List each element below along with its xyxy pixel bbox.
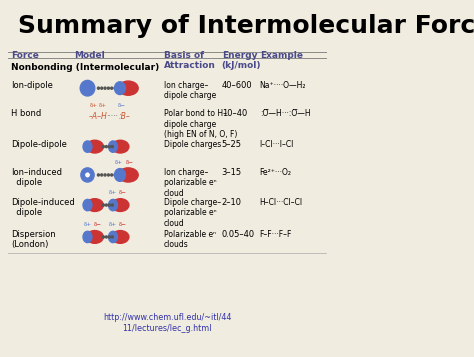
Ellipse shape (115, 82, 126, 95)
Ellipse shape (86, 231, 103, 243)
Text: http://www.chem.ufl.edu/~itl/44
11/lectures/lec_g.html: http://www.chem.ufl.edu/~itl/44 11/lectu… (103, 313, 231, 332)
Text: 10–40: 10–40 (222, 110, 247, 119)
Text: H bond: H bond (11, 110, 42, 119)
Ellipse shape (112, 140, 129, 153)
Text: Nonbonding (Intermolecular): Nonbonding (Intermolecular) (11, 64, 160, 72)
Text: Force: Force (11, 51, 39, 60)
Circle shape (81, 168, 94, 182)
Text: Ion charge–
dipole charge: Ion charge– dipole charge (164, 81, 216, 100)
Ellipse shape (83, 141, 92, 152)
Text: Ion-dipole: Ion-dipole (11, 81, 53, 90)
Circle shape (109, 204, 110, 206)
Text: δ−: δ− (118, 190, 126, 195)
Text: Dispersion
(London): Dispersion (London) (11, 230, 56, 249)
Text: Energy
(kJ/mol): Energy (kJ/mol) (222, 51, 261, 70)
Circle shape (114, 87, 116, 89)
Text: Basis of
Attraction: Basis of Attraction (164, 51, 216, 70)
Circle shape (111, 146, 113, 148)
Text: Dipole charges: Dipole charges (164, 140, 221, 149)
Ellipse shape (118, 81, 138, 95)
Circle shape (98, 174, 100, 176)
Text: δ+: δ+ (83, 222, 91, 227)
Text: δ+: δ+ (98, 103, 107, 108)
Circle shape (86, 173, 89, 177)
Ellipse shape (112, 199, 129, 211)
Text: Polar bond to H–
dipole charge
(high EN of N, O, F): Polar bond to H– dipole charge (high EN … (164, 110, 237, 139)
Text: 2–10: 2–10 (222, 198, 242, 207)
Text: ·····: ····· (106, 112, 118, 121)
Circle shape (111, 174, 113, 176)
Text: Fe²⁺···O₂: Fe²⁺···O₂ (260, 168, 292, 177)
Circle shape (109, 146, 110, 148)
Text: δ+: δ+ (109, 222, 117, 227)
Text: Na⁺····O—H₂: Na⁺····O—H₂ (260, 81, 306, 90)
Text: 40–600: 40–600 (222, 81, 252, 90)
Circle shape (114, 174, 116, 176)
Circle shape (101, 174, 103, 176)
Text: :O̅—H···:O̅—H: :O̅—H···:O̅—H (260, 110, 310, 119)
Ellipse shape (83, 200, 92, 211)
Circle shape (102, 146, 104, 148)
Ellipse shape (109, 141, 118, 152)
Circle shape (109, 236, 110, 238)
Text: 5–25: 5–25 (222, 140, 242, 149)
Circle shape (105, 146, 108, 148)
Text: Model: Model (74, 51, 105, 60)
Text: δ−: δ− (126, 160, 134, 165)
Text: Dipole-dipole: Dipole-dipole (11, 140, 67, 149)
Circle shape (104, 87, 106, 89)
Text: Summary of Intermolecular Forces: Summary of Intermolecular Forces (18, 14, 474, 38)
Text: I–Cl···I–Cl: I–Cl···I–Cl (260, 140, 294, 149)
Ellipse shape (115, 169, 126, 181)
Text: Polarizable eⁿ
clouds: Polarizable eⁿ clouds (164, 230, 216, 249)
Circle shape (80, 80, 95, 96)
Text: δ+: δ+ (115, 160, 123, 165)
Ellipse shape (109, 200, 118, 211)
Text: Example: Example (260, 51, 303, 60)
Circle shape (111, 87, 113, 89)
Ellipse shape (112, 231, 129, 243)
Text: δ+: δ+ (90, 103, 98, 108)
Text: δ−: δ− (118, 103, 126, 108)
Circle shape (98, 87, 100, 89)
Circle shape (111, 236, 113, 238)
Circle shape (108, 87, 109, 89)
Text: F–F···F–F: F–F···F–F (260, 230, 292, 239)
Text: Dipole charge–
polarizable eⁿ
cloud: Dipole charge– polarizable eⁿ cloud (164, 198, 221, 228)
Circle shape (105, 204, 108, 206)
Ellipse shape (83, 231, 92, 243)
Circle shape (105, 236, 108, 238)
Circle shape (101, 87, 103, 89)
Circle shape (111, 204, 113, 206)
Text: δ+: δ+ (109, 190, 117, 195)
Text: Ion charge–
polarizable eⁿ
cloud: Ion charge– polarizable eⁿ cloud (164, 168, 216, 198)
Circle shape (108, 174, 109, 176)
Text: H–Cl···Cl–Cl: H–Cl···Cl–Cl (260, 198, 303, 207)
Text: 3–15: 3–15 (222, 168, 242, 177)
Text: Ion–induced
  dipole: Ion–induced dipole (11, 168, 62, 187)
Text: 0.05–40: 0.05–40 (222, 230, 255, 239)
Text: δ−: δ− (118, 222, 126, 227)
Text: δ−: δ− (93, 222, 101, 227)
Circle shape (104, 174, 106, 176)
Ellipse shape (86, 199, 103, 211)
Circle shape (102, 204, 104, 206)
Circle shape (102, 236, 104, 238)
Ellipse shape (118, 168, 138, 182)
Text: –A–H: –A–H (89, 112, 108, 121)
Ellipse shape (86, 140, 103, 153)
Text: +: + (84, 172, 91, 178)
Text: :B–: :B– (118, 112, 130, 121)
Text: Dipole-induced
  dipole: Dipole-induced dipole (11, 198, 75, 217)
Ellipse shape (109, 231, 118, 243)
